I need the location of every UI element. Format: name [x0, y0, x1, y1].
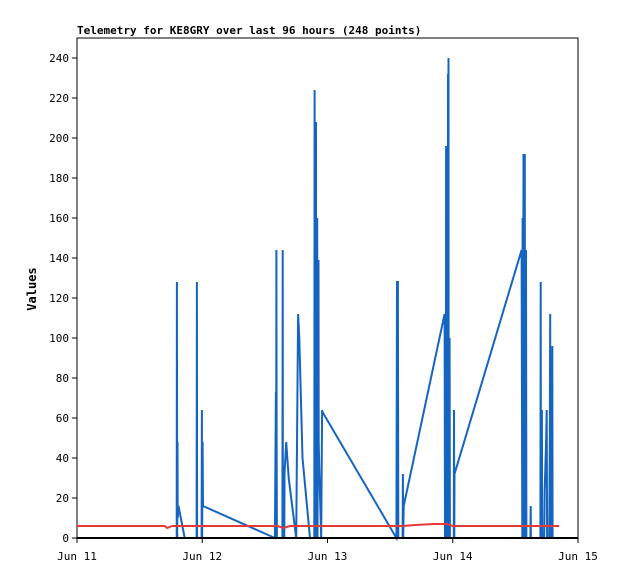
y-tick-label: 120: [49, 292, 69, 305]
y-tick-label: 20: [56, 492, 69, 505]
series-line-2: [77, 523, 560, 530]
chart-title: Telemetry for KE8GRY over last 96 hours …: [77, 24, 421, 37]
y-axis-title: Values: [25, 267, 39, 310]
x-tick-label: Jun 11: [57, 550, 97, 563]
y-tick-label: 220: [49, 92, 69, 105]
plot-area: [76, 37, 579, 539]
y-tick-label: 140: [49, 252, 69, 265]
y-tick-label: 40: [56, 452, 69, 465]
x-tick-label: Jun 12: [182, 550, 222, 563]
x-tick-label: Jun 15: [558, 550, 598, 563]
y-tick-label: 100: [49, 332, 69, 345]
y-tick-label: 240: [49, 52, 69, 65]
x-axis: Jun 11 Jun 12 Jun 13 Jun 14 Jun 15: [57, 538, 598, 563]
y-tick-label: 160: [49, 212, 69, 225]
y-tick-label: 80: [56, 372, 69, 385]
y-tick-label: 200: [49, 132, 69, 145]
y-tick-label: 0: [62, 532, 69, 545]
y-tick-label: 60: [56, 412, 69, 425]
x-tick-label: Jun 13: [308, 550, 348, 563]
y-axis: 0 20 40 60 80 100 120 140 160 180 200 220 240: [49, 52, 77, 545]
y-tick-label: 180: [49, 172, 69, 185]
x-tick-label: Jun 14: [433, 550, 473, 563]
